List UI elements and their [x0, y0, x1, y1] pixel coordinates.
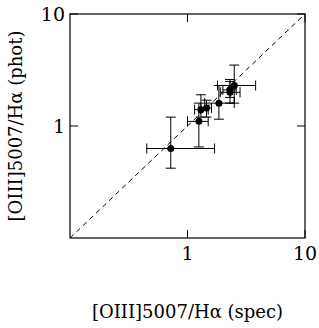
y-error-cap — [194, 103, 204, 104]
y-tick — [70, 14, 78, 15]
y-error-cap — [196, 94, 206, 95]
y-error-cap — [229, 65, 239, 66]
x-tick — [305, 230, 306, 238]
y-error-line — [200, 95, 201, 117]
y-error-cap — [225, 79, 235, 80]
y-error-cap — [229, 103, 239, 104]
y-tick — [297, 14, 305, 15]
y-error-bar — [196, 95, 206, 117]
plot-frame — [70, 14, 305, 238]
x-error-cap — [222, 85, 223, 95]
x-tick — [305, 14, 306, 22]
y-error-line — [170, 117, 171, 168]
x-error-cap — [236, 85, 237, 95]
y-tick — [297, 126, 305, 127]
point — [195, 118, 202, 125]
y-axis-label: [OIII]5007/Hα (phot) — [5, 31, 26, 222]
x-tick-label: 10 — [293, 242, 317, 264]
y-error-cap — [214, 119, 224, 120]
x-error-cap — [211, 103, 212, 113]
x-axis-label: [OIII]5007/Hα (spec) — [92, 301, 283, 322]
x-tick-label: 1 — [181, 242, 193, 264]
y-error-cap — [225, 81, 235, 82]
point — [203, 104, 210, 111]
x-error-cap — [204, 98, 205, 108]
y-error-cap — [194, 146, 204, 147]
y-tick — [70, 126, 78, 127]
x-error-cap — [187, 116, 188, 126]
y-error-bar — [214, 85, 224, 119]
x-error-cap — [220, 87, 221, 97]
point — [167, 145, 174, 152]
one-to-one-line — [70, 14, 305, 238]
x-error-bar — [147, 143, 215, 153]
point — [215, 100, 222, 107]
x-error-line — [147, 148, 215, 149]
y-error-cap — [166, 117, 176, 118]
chart: 1 10 1 10 [OIII]5007/Hα (spec) [OIII]5007/Hα … — [0, 0, 319, 328]
x-error-cap — [194, 105, 195, 115]
y-error-bar — [225, 81, 235, 97]
x-tick — [187, 230, 188, 238]
data-group — [147, 65, 256, 168]
y-error-bar — [166, 117, 176, 168]
point — [227, 86, 234, 93]
y-error-cap — [201, 100, 211, 101]
x-error-cap — [146, 143, 147, 153]
y-tick-label: 10 — [41, 3, 65, 25]
x-error-cap — [200, 103, 201, 113]
y-tick-label: 1 — [53, 115, 65, 137]
y-error-cap — [166, 168, 176, 169]
y-error-cap — [225, 97, 235, 98]
x-error-cap — [255, 80, 256, 90]
y-error-cap — [201, 117, 211, 118]
x-error-bar — [188, 116, 209, 126]
x-error-cap — [217, 80, 218, 90]
x-error-cap — [240, 87, 241, 97]
x-error-cap — [214, 143, 215, 153]
x-error-cap — [208, 116, 209, 126]
x-tick — [187, 14, 188, 22]
